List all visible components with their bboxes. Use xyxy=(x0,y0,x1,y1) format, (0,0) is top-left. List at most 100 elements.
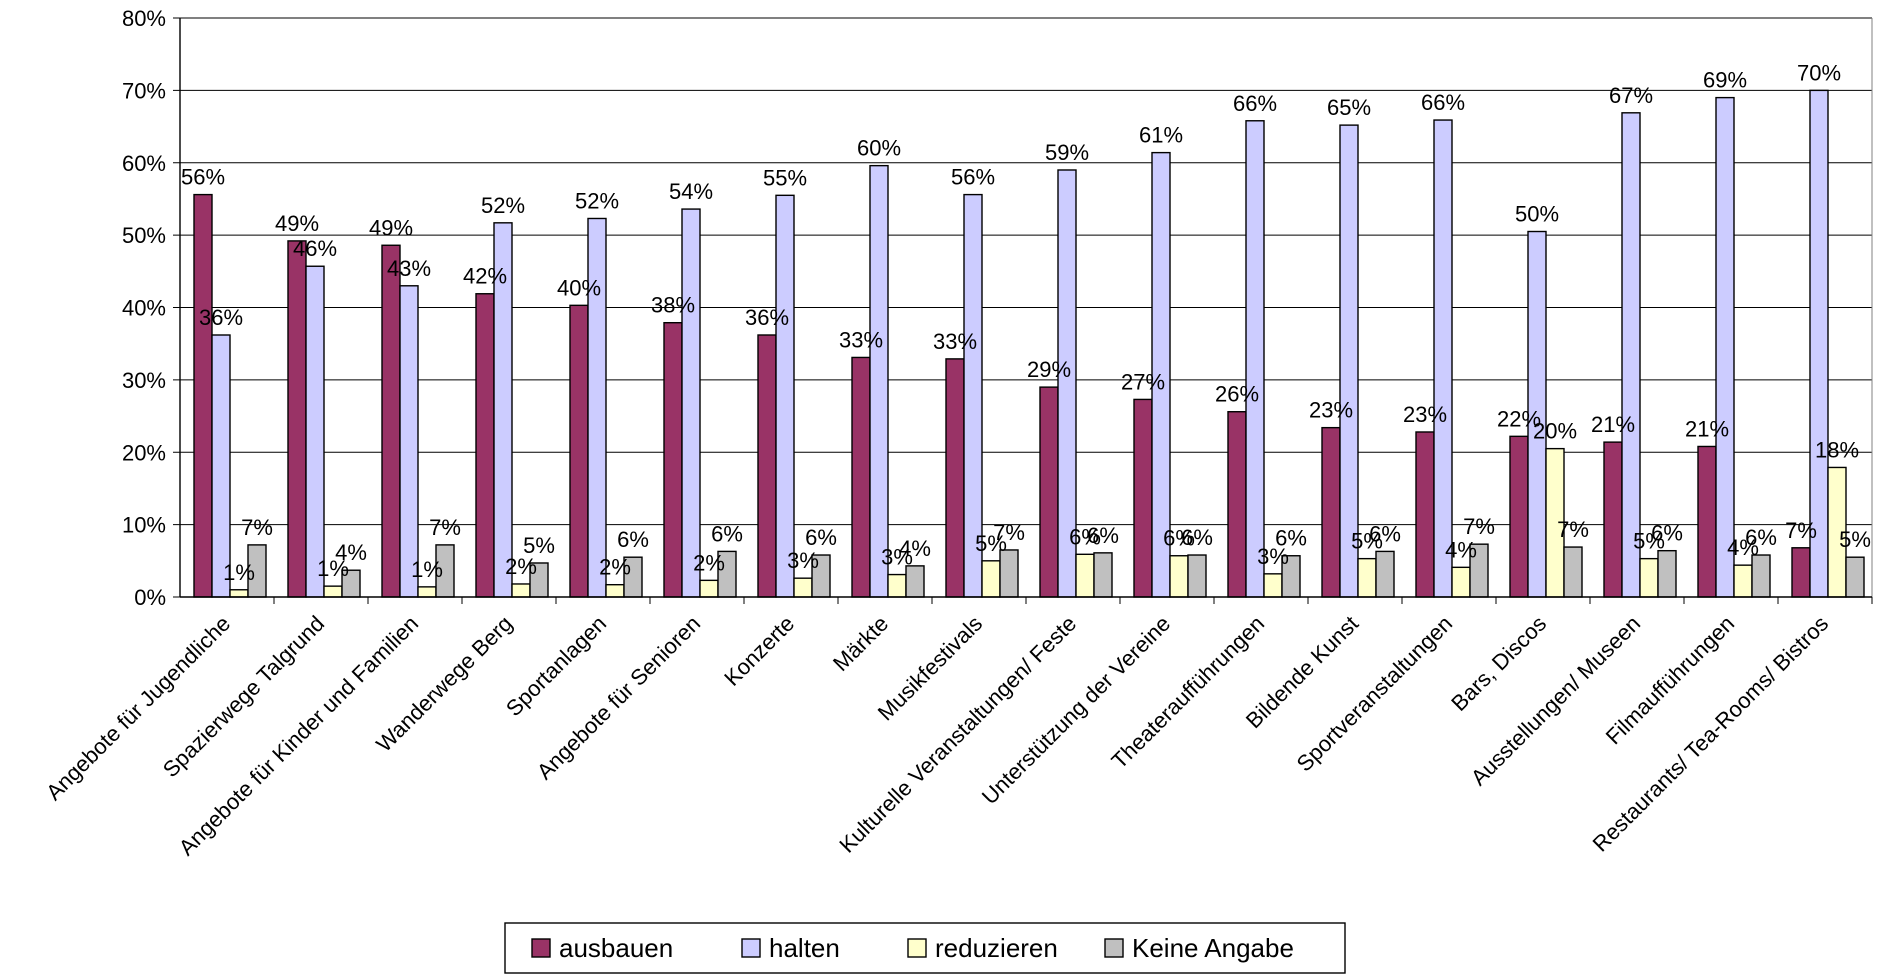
bar-reduzieren-angebote-fuer-jugendliche xyxy=(229,589,249,598)
y-tick-label: 0% xyxy=(134,585,166,610)
data-label-reduzieren-kulturelle-veranstaltungen-feste: 6% xyxy=(1069,524,1101,549)
bar-halten-spazierwege-talgrund xyxy=(305,265,325,598)
data-label-ausbauen-angebote-fuer-jugendliche: 56% xyxy=(181,165,225,190)
bar-reduzieren-angebote-fuer-kinder-und-familien xyxy=(417,586,437,598)
data-label-halten-konzerte: 55% xyxy=(763,165,807,190)
bar-halten-filmauffuehrungen xyxy=(1715,96,1735,598)
bar-ausbauen-ausstellungen-museen xyxy=(1603,441,1623,598)
bar-ausbauen-restaurants-tea-rooms-bistros xyxy=(1791,547,1811,598)
data-label-halten-filmauffuehrungen: 69% xyxy=(1703,68,1747,93)
bar-ausbauen-konzerte xyxy=(757,334,777,598)
bar-keine-angabe-musikfestivals xyxy=(999,549,1019,598)
gridlines xyxy=(180,17,1872,526)
bar-reduzieren-konzerte xyxy=(793,577,813,598)
bar-ausbauen-theaterauffuehrungen xyxy=(1227,411,1247,598)
data-label-halten-spazierwege-talgrund: 46% xyxy=(293,236,337,261)
data-label-reduzieren-angebote-fuer-jugendliche: 1% xyxy=(223,560,255,585)
data-label-keine-angabe-musikfestivals: 7% xyxy=(993,520,1025,545)
y-tick-label: 30% xyxy=(122,368,166,393)
bar-reduzieren-unterstuetzung-der-vereine xyxy=(1169,555,1189,598)
data-label-halten-ausstellungen-museen: 67% xyxy=(1609,83,1653,108)
data-label-reduzieren-bars-discos: 20% xyxy=(1533,419,1577,444)
data-label-keine-angabe-restaurants-tea-rooms-bistros: 5% xyxy=(1839,527,1871,552)
data-label-halten-angebote-fuer-senioren: 54% xyxy=(669,179,713,204)
category-label-angebote-fuer-senioren: Angebote für Senioren xyxy=(532,611,705,784)
legend-label-halten: halten xyxy=(769,933,840,963)
data-label-ausbauen-angebote-fuer-kinder-und-familien: 49% xyxy=(369,215,413,240)
data-label-ausbauen-angebote-fuer-senioren: 38% xyxy=(651,293,695,318)
y-tick-label: 70% xyxy=(122,78,166,103)
data-label-ausbauen-musikfestivals: 33% xyxy=(933,329,977,354)
category-label-bars-discos: Bars, Discos xyxy=(1446,611,1551,716)
bar-reduzieren-filmauffuehrungen xyxy=(1733,564,1753,598)
data-label-ausbauen-konzerte: 36% xyxy=(745,305,789,330)
data-label-halten-angebote-fuer-jugendliche: 36% xyxy=(199,305,243,330)
category-label-ausstellungen-museen: Ausstellungen/ Museen xyxy=(1466,611,1645,790)
data-label-keine-angabe-angebote-fuer-senioren: 6% xyxy=(711,521,743,546)
legend-label-reduzieren: reduzieren xyxy=(935,933,1058,963)
category-label-unterstuetzung-der-vereine: Unterstützung der Vereine xyxy=(977,611,1175,809)
data-label-ausbauen-sportveranstaltungen: 23% xyxy=(1403,402,1447,427)
data-label-halten-restaurants-tea-rooms-bistros: 70% xyxy=(1797,60,1841,85)
bar-ausbauen-angebote-fuer-kinder-und-familien xyxy=(381,244,401,598)
bar-keine-angabe-bars-discos xyxy=(1563,546,1583,598)
bar-reduzieren-musikfestivals xyxy=(981,560,1001,598)
bar-halten-angebote-fuer-jugendliche xyxy=(211,334,231,598)
bar-keine-angabe-unterstuetzung-der-vereine xyxy=(1187,554,1207,598)
data-label-reduzieren-maerkte: 3% xyxy=(881,545,913,570)
data-label-reduzieren-theaterauffuehrungen: 3% xyxy=(1257,544,1289,569)
bar-halten-konzerte xyxy=(775,194,795,598)
data-label-halten-theaterauffuehrungen: 66% xyxy=(1233,91,1277,116)
bar-reduzieren-wanderwege-berg xyxy=(511,583,531,598)
data-label-reduzieren-sportveranstaltungen: 4% xyxy=(1445,537,1477,562)
y-tick-label: 20% xyxy=(122,440,166,465)
category-label-maerkte: Märkte xyxy=(828,611,893,676)
bar-reduzieren-theaterauffuehrungen xyxy=(1263,573,1283,598)
data-label-reduzieren-angebote-fuer-senioren: 2% xyxy=(693,550,725,575)
bar-keine-angabe-filmauffuehrungen xyxy=(1751,554,1771,598)
data-label-reduzieren-musikfestivals: 5% xyxy=(975,531,1007,556)
bar-keine-angabe-ausstellungen-museen xyxy=(1657,549,1677,598)
y-tick-labels: 0% 10% 20% 30% 40% 50% 60% 70% 80% xyxy=(122,6,166,610)
data-label-halten-unterstuetzung-der-vereine: 61% xyxy=(1139,123,1183,148)
bar-keine-angabe-restaurants-tea-rooms-bistros xyxy=(1845,556,1865,598)
bar-halten-sportveranstaltungen xyxy=(1433,119,1453,598)
bar-ausbauen-maerkte xyxy=(851,356,871,598)
data-label-ausbauen-unterstuetzung-der-vereine: 27% xyxy=(1121,369,1165,394)
data-label-halten-angebote-fuer-kinder-und-familien: 43% xyxy=(387,256,431,281)
data-label-ausbauen-theaterauffuehrungen: 26% xyxy=(1215,382,1259,407)
bar-reduzieren-angebote-fuer-senioren xyxy=(699,579,719,598)
bar-keine-angabe-maerkte xyxy=(905,565,925,598)
data-label-keine-angabe-spazierwege-talgrund: 4% xyxy=(335,540,367,565)
data-label-reduzieren-spazierwege-talgrund: 1% xyxy=(317,556,349,581)
data-label-ausbauen-bars-discos: 22% xyxy=(1497,406,1541,431)
category-label-konzerte: Konzerte xyxy=(719,611,799,691)
bar-halten-theaterauffuehrungen xyxy=(1245,120,1265,598)
data-label-keine-angabe-sportveranstaltungen: 7% xyxy=(1463,514,1495,539)
bar-reduzieren-sportveranstaltungen xyxy=(1451,566,1471,598)
data-label-keine-angabe-sportanlagen: 6% xyxy=(617,527,649,552)
bar-halten-maerkte xyxy=(869,164,889,598)
legend-swatch-reduzieren xyxy=(907,938,927,958)
bar-ausbauen-sportveranstaltungen xyxy=(1415,431,1435,598)
data-label-halten-bildende-kunst: 65% xyxy=(1327,95,1371,120)
bar-halten-ausstellungen-museen xyxy=(1621,112,1641,598)
data-label-keine-angabe-wanderwege-berg: 5% xyxy=(523,533,555,558)
legend-label-ausbauen: ausbauen xyxy=(559,933,673,963)
data-label-ausbauen-maerkte: 33% xyxy=(839,327,883,352)
data-label-keine-angabe-theaterauffuehrungen: 6% xyxy=(1275,526,1307,551)
data-label-keine-angabe-maerkte: 4% xyxy=(899,536,931,561)
data-label-ausbauen-sportanlagen: 40% xyxy=(557,275,601,300)
bar-ausbauen-unterstuetzung-der-vereine xyxy=(1133,398,1153,598)
legend-swatch-halten xyxy=(741,938,761,958)
y-tick-label: 80% xyxy=(122,6,166,31)
data-label-keine-angabe-bildende-kunst: 6% xyxy=(1369,521,1401,546)
data-label-halten-sportveranstaltungen: 66% xyxy=(1421,90,1465,115)
data-label-ausbauen-spazierwege-talgrund: 49% xyxy=(275,211,319,236)
legend: ausbauen halten reduzieren Keine Angabe xyxy=(504,922,1346,974)
data-label-keine-angabe-kulturelle-veranstaltungen-feste: 6% xyxy=(1087,523,1119,548)
y-tick-label: 50% xyxy=(122,223,166,248)
data-label-keine-angabe-angebote-fuer-jugendliche: 7% xyxy=(241,515,273,540)
bar-keine-angabe-kulturelle-veranstaltungen-feste xyxy=(1093,552,1113,598)
